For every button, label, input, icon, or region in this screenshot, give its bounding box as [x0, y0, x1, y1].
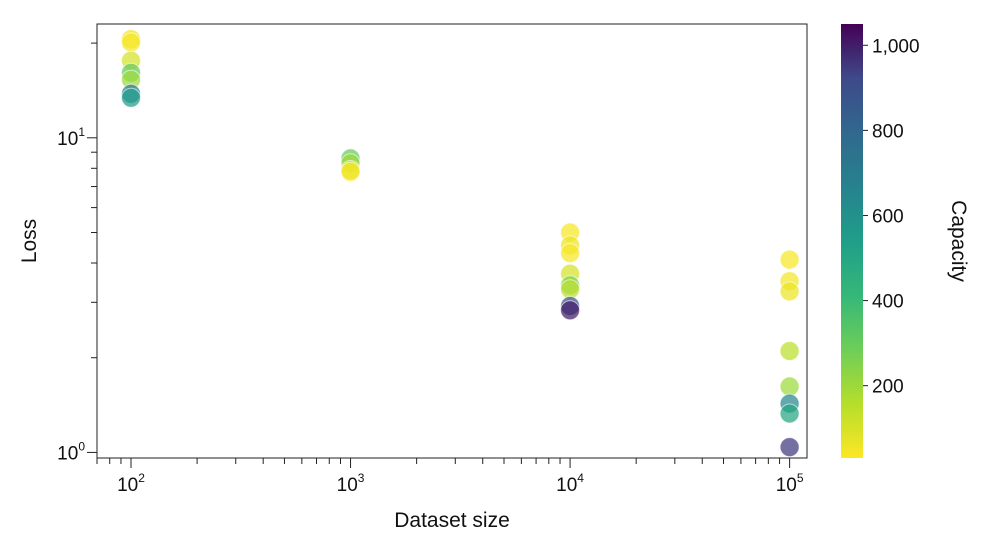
y-tick-label: 100 — [57, 439, 85, 464]
colorbar-tick-label: 800 — [872, 121, 904, 142]
data-point — [779, 249, 800, 270]
data-point — [560, 243, 581, 264]
data-point — [779, 403, 800, 424]
data-point — [121, 87, 141, 108]
colorbar-tick-label: 600 — [872, 206, 904, 227]
colorbar-title: Capacity — [947, 200, 970, 282]
data-point — [560, 300, 581, 321]
y-tick-label: 101 — [57, 125, 85, 150]
x-axis-title: Dataset size — [394, 509, 510, 532]
colorbar-tick-label: 1,000 — [872, 36, 920, 57]
colorbar-tick-label: 400 — [872, 292, 904, 313]
colorbar: 200 400 600 800 1,000 — [841, 24, 920, 458]
y-axis: 100 101 — [57, 42, 97, 464]
colorbar-gradient — [841, 24, 863, 458]
x-tick-label: 102 — [117, 471, 145, 496]
x-tick-label: 104 — [556, 471, 584, 496]
x-tick-label: 105 — [776, 471, 804, 496]
colorbar-tick-label: 200 — [872, 377, 904, 398]
x-tick-label: 103 — [337, 471, 365, 496]
data-point — [779, 376, 800, 397]
colorbar-ticks: 200 400 600 800 1,000 — [863, 36, 920, 398]
data-point — [779, 341, 800, 361]
data-point — [560, 279, 581, 300]
y-axis-title: Loss — [18, 219, 41, 263]
data-points — [121, 29, 800, 458]
data-point — [779, 281, 800, 302]
data-point — [779, 437, 800, 458]
x-axis: 102 103 104 105 — [96, 458, 804, 496]
data-point — [340, 161, 361, 182]
data-point — [121, 32, 141, 53]
plot-area — [96, 23, 808, 459]
plot-frame — [96, 23, 808, 459]
